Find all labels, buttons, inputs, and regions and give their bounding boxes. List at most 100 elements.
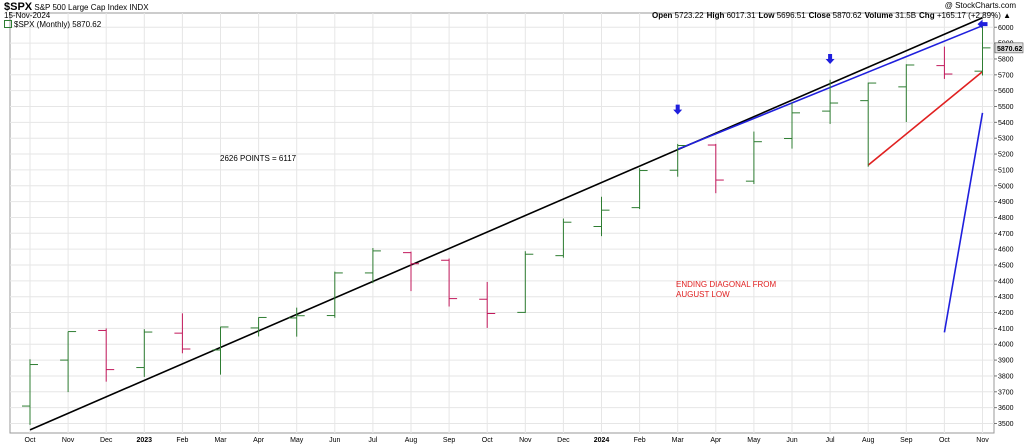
ohlc-bar — [974, 24, 991, 76]
x-tick-label: Dec — [100, 437, 113, 444]
y-tick-label: 5700 — [998, 72, 1014, 79]
ohlc-bar — [136, 329, 153, 377]
x-tick-label: Sep — [900, 437, 913, 444]
diagonal-annotation: ENDING DIAGONAL FROM AUGUST LOW — [676, 280, 776, 300]
last-price-box — [994, 42, 1024, 54]
chart-date: 15-Nov-2024 — [4, 11, 51, 20]
x-tick-label: Oct — [25, 437, 36, 444]
ohlc-bar — [555, 218, 572, 258]
y-tick-label: 3900 — [998, 358, 1014, 365]
diagonal-annotation-line1: ENDING DIAGONAL FROM — [676, 280, 777, 289]
x-tick-label: 2023 — [137, 437, 153, 444]
quote-value-low: 5696.51 — [776, 11, 806, 20]
ohlc-bar — [860, 82, 877, 167]
y-tick-label: 6000 — [998, 25, 1014, 32]
ohlc-bar — [593, 196, 610, 237]
y-tick-label: 5400 — [998, 120, 1014, 127]
last-price-label: 5870.62 — [997, 46, 1022, 53]
ohlc-bar — [250, 316, 267, 337]
ohlc-bar — [631, 168, 648, 210]
x-tick-label: Jul — [826, 437, 835, 444]
ohlc-bar — [364, 248, 381, 284]
quote-value-chg: +165.17 (+2.89%) ▲ — [936, 11, 1011, 20]
ohlc-bar — [403, 251, 419, 292]
quote-value-open: 5723.22 — [674, 11, 704, 20]
y-tick-label: 4700 — [998, 231, 1014, 238]
y-tick-label: 4600 — [998, 247, 1014, 254]
y-tick-label: 5500 — [998, 104, 1014, 111]
x-tick-label: Oct — [482, 437, 493, 444]
y-axis: 3500 3600 3700 3800 3900 4000 4100 4200 4300 4400… — [994, 25, 1014, 428]
y-tick-label: 5000 — [998, 183, 1014, 190]
x-tick-label: Jul — [368, 437, 377, 444]
quote-label-chg: Chg — [919, 11, 937, 20]
x-tick-label: Aug — [862, 437, 875, 444]
quote-value-volume: 31.5B — [895, 11, 917, 20]
legend-label: $SPX (Monthly) 5870.62 — [14, 20, 102, 29]
x-tick-label: Mar — [672, 437, 685, 444]
y-tick-label: 4000 — [998, 342, 1014, 349]
y-tick-label: 5800 — [998, 56, 1014, 63]
x-tick-label: May — [290, 437, 304, 444]
x-tick-label: May — [747, 437, 761, 444]
y-tick-label: 4800 — [998, 215, 1014, 222]
x-tick-label: Feb — [176, 437, 188, 444]
marker-arrow-down-icon — [673, 104, 683, 115]
x-tick-label: Oct — [939, 437, 950, 444]
y-tick-label: 4500 — [998, 263, 1014, 270]
ohlc-bar — [707, 143, 724, 194]
x-tick-label: Dec — [557, 437, 570, 444]
x-tick-label: Feb — [634, 437, 646, 444]
trendline-blue — [943, 112, 984, 333]
y-tick-label: 5600 — [998, 88, 1014, 95]
ohlc-bars — [22, 24, 991, 425]
ohlc-bar — [326, 271, 343, 318]
legend-swatch — [4, 20, 12, 28]
ohlc-bar — [517, 251, 534, 314]
exchange: INDX — [129, 3, 149, 12]
quote-label-open: Open — [652, 11, 675, 20]
ohlc-bar — [98, 328, 115, 382]
ohlc-bar — [898, 64, 915, 123]
quote-label-close: Close — [808, 11, 833, 20]
x-tick-label: Mar — [214, 437, 227, 444]
y-tick-label: 3500 — [998, 421, 1014, 428]
marker-arrow-left-icon — [977, 19, 988, 29]
points-annotation: 2626 POINTS = 6117 — [220, 154, 297, 163]
y-tick-label: 4200 — [998, 310, 1014, 317]
y-tick-label: 5100 — [998, 167, 1014, 174]
x-tick-label: Jun — [329, 437, 340, 444]
x-tick-label: Sep — [443, 437, 456, 444]
ohlc-bar — [936, 46, 953, 79]
ticker-symbol: $SPX — [4, 1, 33, 13]
x-tick-label: Nov — [519, 437, 532, 444]
y-tick-label: 4100 — [998, 326, 1014, 333]
chart-title: $SPX S&P 500 Large Cap Index INDX — [4, 1, 149, 13]
ohlc-bar — [288, 307, 305, 337]
x-tick-label: Jun — [786, 437, 797, 444]
y-tick-label: 3800 — [998, 373, 1014, 380]
marker-arrow-down-icon — [825, 53, 835, 64]
quote-label-volume: Volume — [864, 11, 896, 20]
x-tick-label: Apr — [710, 437, 722, 444]
ohlc-bar — [479, 281, 496, 328]
trendline-red — [867, 71, 984, 166]
ohlc-bar — [822, 79, 839, 124]
y-tick-label: 5300 — [998, 136, 1014, 143]
quote-row: Open 5723.22 High 6017.31 Low 5696.51 Close… — [652, 11, 1014, 20]
quote-value-close: 5870.62 — [832, 11, 862, 20]
y-tick-label: 3700 — [998, 389, 1014, 396]
ohlc-bar — [669, 143, 686, 177]
x-tick-label: Nov — [62, 437, 75, 444]
y-tick-label: 5200 — [998, 152, 1014, 159]
ohlc-bar — [174, 313, 191, 354]
x-axis: Oct Nov Dec 2023 Feb Mar Apr May Jun Jul Aug Sep Oct… — [25, 437, 990, 444]
y-tick-label: 4900 — [998, 199, 1014, 206]
arrow-markers — [673, 19, 988, 115]
quote-value-high: 6017.31 — [726, 11, 756, 20]
index-name: S&P 500 Large Cap Index — [34, 3, 128, 12]
ohlc-bar — [745, 131, 762, 185]
x-tick-label: Nov — [976, 437, 989, 444]
y-tick-label: 4300 — [998, 294, 1014, 301]
